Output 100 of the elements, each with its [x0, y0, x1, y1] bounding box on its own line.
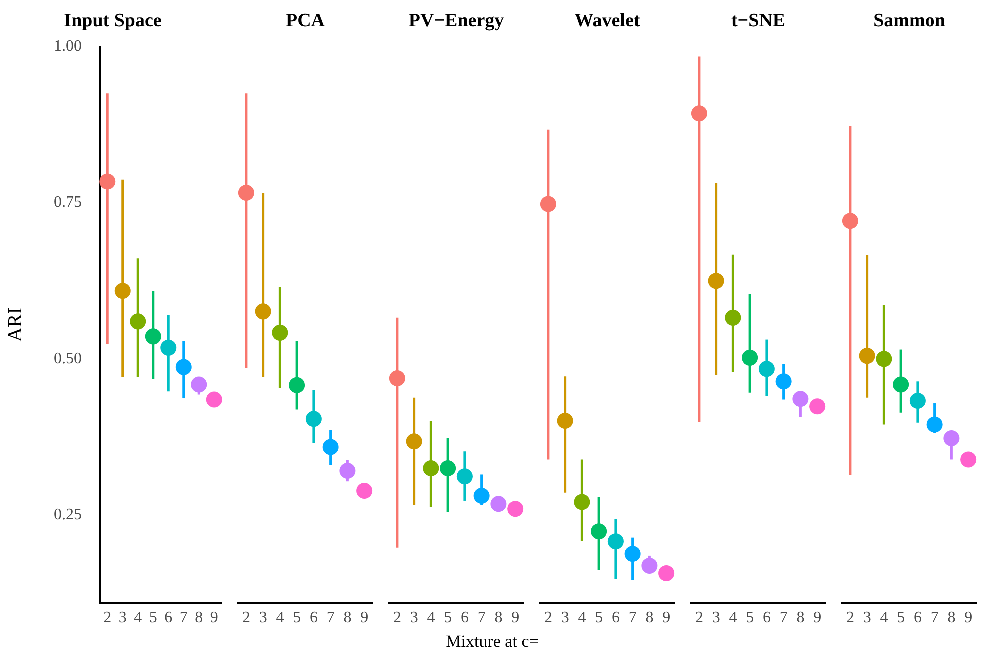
x-tick-label: 8: [494, 610, 503, 627]
point: [490, 496, 507, 512]
x-tick-label: 5: [746, 610, 754, 627]
x-tick-label: 4: [880, 610, 888, 627]
point: [145, 328, 162, 345]
point: [508, 501, 524, 518]
point: [944, 430, 960, 446]
point: [876, 351, 892, 368]
chart-title: Wavelet: [574, 10, 641, 32]
point: [406, 434, 422, 450]
point: [708, 273, 724, 290]
point: [255, 304, 272, 320]
point: [859, 348, 876, 364]
x-tick-label: 9: [210, 610, 218, 627]
x-tick-label: 9: [512, 610, 520, 627]
x-tick-label: 2: [695, 610, 704, 627]
x-tick-label: 9: [360, 610, 369, 627]
point: [272, 324, 288, 341]
x-tick-label: 4: [729, 610, 738, 627]
point: [289, 377, 306, 394]
point: [792, 391, 809, 408]
chart-title: Sammon: [874, 10, 946, 32]
x-tick-label: 7: [478, 610, 486, 627]
x-tick-label: 7: [780, 610, 788, 627]
x-tick-label: 5: [444, 610, 452, 627]
x-tick-label: 4: [578, 610, 586, 627]
x-tick-label: 3: [863, 610, 872, 627]
point: [100, 174, 116, 190]
x-tick-label: 9: [814, 610, 822, 627]
point: [306, 411, 322, 428]
point: [910, 393, 926, 410]
point: [758, 361, 775, 378]
point: [591, 524, 608, 540]
x-tick-label: 3: [712, 610, 720, 627]
x-tick-label: 6: [164, 610, 173, 627]
x-tick-label: 6: [460, 610, 469, 627]
x-tick-label: 2: [846, 610, 854, 627]
point: [160, 340, 177, 356]
point: [960, 452, 977, 468]
x-tick-label: 5: [897, 610, 906, 627]
point: [926, 416, 943, 433]
x-tick-label: 6: [762, 610, 771, 627]
x-tick-label: 8: [195, 610, 204, 627]
point: [191, 376, 208, 393]
x-axis-title: Mixture at c=: [445, 632, 540, 649]
x-tick-label: 6: [310, 610, 318, 627]
y-tick-label: 1.00: [54, 38, 82, 56]
point: [114, 283, 131, 300]
x-tick-label: 7: [930, 610, 939, 627]
x-tick-label: 9: [662, 610, 671, 627]
point: [608, 534, 624, 550]
point: [725, 310, 742, 326]
chart-title: Input Space: [64, 10, 162, 32]
x-tick-label: 3: [259, 610, 268, 627]
chart-title: PV−Energy: [408, 10, 505, 32]
point: [389, 370, 406, 387]
x-tick-label: 3: [561, 610, 570, 627]
point: [642, 558, 658, 574]
point: [810, 398, 826, 415]
x-tick-label: 7: [180, 610, 188, 627]
x-tick-label: 8: [344, 610, 352, 627]
x-tick-label: 4: [276, 610, 284, 627]
x-tick-label: 9: [964, 610, 973, 627]
point: [474, 488, 490, 504]
point: [440, 460, 456, 476]
x-tick-label: 6: [914, 610, 922, 627]
point: [238, 184, 254, 201]
point: [574, 494, 590, 510]
y-tick-label: 0.75: [54, 194, 82, 212]
y-tick-label: 0.50: [54, 350, 82, 368]
x-tick-label: 2: [393, 610, 402, 627]
point: [456, 468, 473, 485]
chart-title: t−SNE: [731, 10, 786, 32]
x-tick-label: 2: [544, 610, 552, 627]
point: [423, 460, 440, 476]
point: [540, 196, 556, 212]
x-tick-label: 5: [595, 610, 604, 627]
x-tick-label: 4: [427, 610, 436, 627]
x-tick-label: 7: [326, 610, 335, 627]
point: [742, 350, 758, 366]
point: [624, 546, 641, 562]
y-axis-title: ARI: [4, 308, 26, 342]
x-tick-label: 8: [796, 610, 805, 627]
point: [176, 359, 192, 376]
x-tick-label: 6: [612, 610, 620, 627]
point: [842, 213, 858, 230]
x-tick-label: 2: [104, 610, 112, 627]
x-tick-label: 4: [134, 610, 142, 627]
y-tick-label: 0.25: [54, 506, 82, 524]
x-tick-label: 2: [242, 610, 250, 627]
point: [130, 314, 146, 330]
x-tick-label: 8: [948, 610, 956, 627]
point: [557, 413, 574, 430]
point: [340, 462, 356, 479]
chart-title: PCA: [286, 10, 326, 32]
point: [658, 565, 675, 582]
x-tick-label: 7: [628, 610, 637, 627]
x-tick-label: 3: [118, 610, 127, 627]
point: [206, 392, 222, 408]
point: [691, 106, 708, 122]
